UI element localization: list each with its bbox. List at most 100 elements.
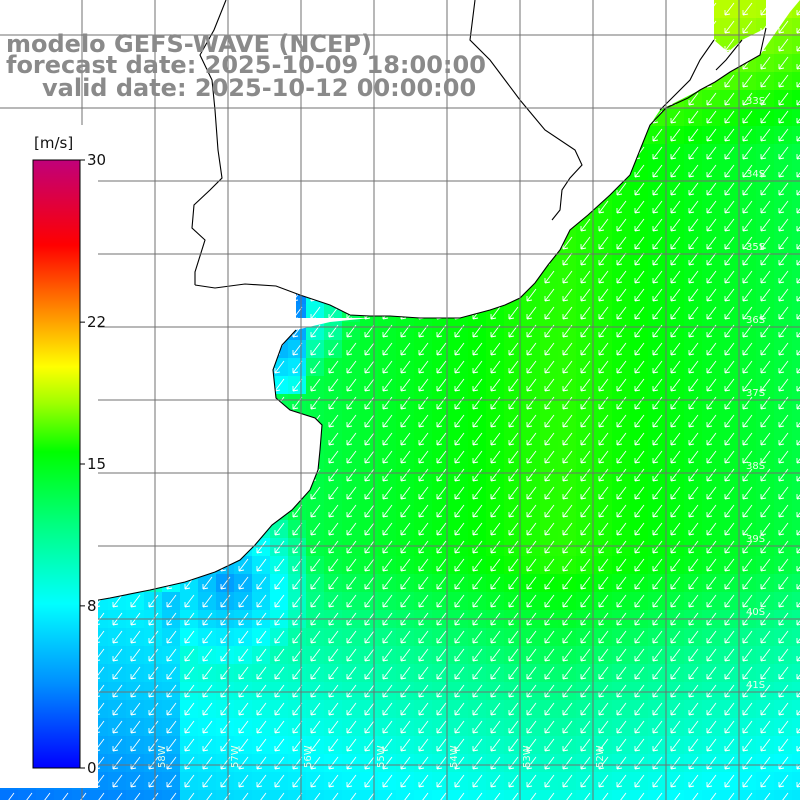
wind-arrow bbox=[148, 666, 159, 680]
wind-arrow bbox=[760, 774, 771, 788]
wind-arrow bbox=[688, 218, 699, 232]
wind-arrow bbox=[652, 182, 663, 196]
wind-arrow bbox=[112, 702, 123, 716]
colorbar-tick-label: 15 bbox=[87, 455, 106, 473]
wind-arrow bbox=[418, 396, 429, 410]
wind-arrow bbox=[382, 648, 393, 662]
wind-arrow bbox=[742, 468, 753, 482]
wind-arrow bbox=[490, 504, 501, 518]
wind-arrow bbox=[472, 522, 483, 536]
wind-cell bbox=[792, 72, 800, 91]
wind-arrow bbox=[652, 146, 663, 160]
wind-arrow bbox=[490, 396, 501, 410]
wind-arrow bbox=[508, 522, 519, 536]
wind-arrow bbox=[508, 720, 519, 734]
wind-cell bbox=[288, 790, 307, 800]
wind-arrow bbox=[490, 540, 501, 554]
wind-arrow bbox=[652, 396, 663, 410]
wind-arrow bbox=[670, 360, 681, 374]
wind-arrow bbox=[310, 378, 321, 392]
wind-arrow bbox=[634, 486, 645, 500]
wind-arrow bbox=[328, 432, 339, 446]
wind-arrow bbox=[562, 738, 573, 752]
wind-arrow bbox=[760, 360, 771, 374]
wind-arrow bbox=[598, 252, 609, 266]
wind-arrow bbox=[706, 236, 717, 250]
wind-arrow bbox=[580, 360, 591, 374]
wind-arrow bbox=[580, 450, 591, 464]
wind-arrow bbox=[670, 396, 681, 410]
wind-arrow bbox=[634, 468, 645, 482]
wind-arrow bbox=[562, 576, 573, 590]
wind-arrow bbox=[760, 504, 771, 518]
wind-cell bbox=[162, 790, 181, 800]
wind-arrow bbox=[778, 486, 789, 500]
wind-arrow bbox=[436, 594, 447, 608]
wind-arrow bbox=[634, 702, 645, 716]
wind-arrow bbox=[760, 540, 771, 554]
wind-arrow bbox=[364, 774, 375, 788]
wind-arrow bbox=[364, 522, 375, 536]
wind-arrow bbox=[778, 540, 789, 554]
wind-arrow bbox=[742, 504, 753, 518]
wind-cell bbox=[792, 0, 800, 19]
wind-arrow bbox=[364, 792, 375, 800]
wind-arrow bbox=[436, 648, 447, 662]
wind-arrow bbox=[400, 432, 411, 446]
wind-arrow bbox=[706, 576, 717, 590]
wind-arrow bbox=[112, 594, 123, 608]
wind-cell bbox=[792, 322, 800, 341]
wind-arrow bbox=[454, 360, 465, 374]
wind-arrow bbox=[778, 774, 789, 788]
wind-cell bbox=[792, 772, 800, 791]
wind-arrow bbox=[526, 666, 537, 680]
wind-arrow bbox=[724, 182, 735, 196]
wind-arrow bbox=[472, 396, 483, 410]
wind-arrow bbox=[580, 702, 591, 716]
wind-arrow bbox=[328, 666, 339, 680]
wind-arrow bbox=[274, 792, 285, 800]
wind-arrow bbox=[256, 630, 267, 644]
wind-arrow bbox=[634, 414, 645, 428]
wind-arrow bbox=[328, 414, 339, 428]
wind-arrow bbox=[616, 720, 627, 734]
wind-arrow bbox=[130, 648, 141, 662]
wind-arrow bbox=[400, 504, 411, 518]
wind-arrow bbox=[724, 128, 735, 142]
wind-arrow bbox=[688, 720, 699, 734]
wind-cell bbox=[792, 430, 800, 449]
wind-arrow bbox=[472, 504, 483, 518]
colorbar-gradient bbox=[32, 159, 81, 769]
wind-arrow bbox=[472, 576, 483, 590]
wind-arrow bbox=[274, 522, 285, 536]
wind-cell bbox=[0, 790, 19, 800]
wind-arrow bbox=[616, 342, 627, 356]
wind-arrow bbox=[508, 342, 519, 356]
wind-arrow bbox=[760, 396, 771, 410]
wind-cell bbox=[792, 180, 800, 199]
wind-arrow bbox=[634, 182, 645, 196]
wind-arrow bbox=[346, 702, 357, 716]
wind-arrow bbox=[400, 396, 411, 410]
wind-arrow bbox=[778, 110, 789, 124]
wind-arrow bbox=[598, 378, 609, 392]
wind-arrow bbox=[706, 630, 717, 644]
wind-arrow bbox=[634, 360, 645, 374]
wind-cell bbox=[792, 36, 800, 55]
wind-arrow bbox=[274, 702, 285, 716]
wind-arrow bbox=[382, 630, 393, 644]
wind-arrow bbox=[328, 648, 339, 662]
wind-arrow bbox=[364, 684, 375, 698]
wind-arrow bbox=[652, 164, 663, 178]
wind-arrow bbox=[490, 414, 501, 428]
wind-arrow bbox=[364, 558, 375, 572]
wind-arrow bbox=[130, 738, 141, 752]
wind-arrow bbox=[760, 146, 771, 160]
wind-arrow bbox=[22, 792, 33, 800]
wind-arrow bbox=[256, 666, 267, 680]
wind-arrow bbox=[382, 702, 393, 716]
wind-arrow bbox=[418, 792, 429, 800]
wind-cell bbox=[18, 790, 37, 800]
wind-arrow bbox=[454, 630, 465, 644]
wind-arrow bbox=[598, 684, 609, 698]
